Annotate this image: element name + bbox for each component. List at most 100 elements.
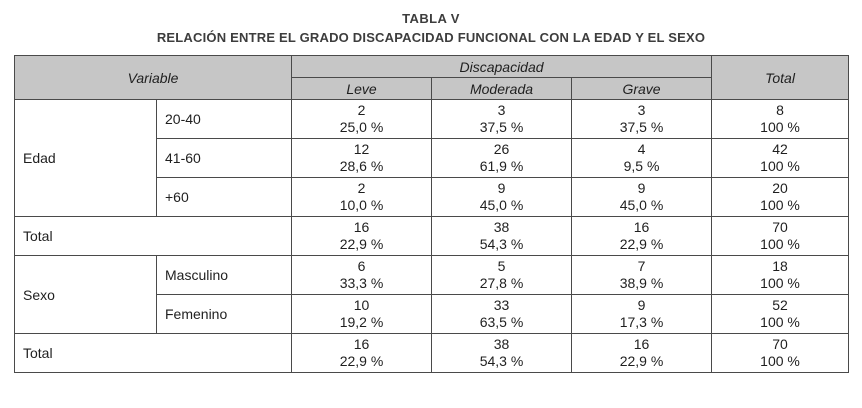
cell-percent: 37,5 % <box>479 119 524 135</box>
cell-leve: 10 19,2 % <box>291 294 433 334</box>
cell-count: 42 <box>772 141 788 157</box>
category-label-41-60: 41-60 <box>155 138 293 178</box>
data-table: Variable Discapacidad Total Leve Moderad… <box>13 55 850 373</box>
cell-count: 18 <box>772 258 788 274</box>
cell-percent: 45,0 % <box>479 197 524 213</box>
cell-total: 70 100 % <box>711 333 850 373</box>
cell-grave: 3 37,5 % <box>571 99 713 139</box>
cell-percent: 63,5 % <box>479 314 524 330</box>
cell-percent: 22,9 % <box>339 236 384 252</box>
cell-percent: 22,9 % <box>619 353 664 369</box>
category-label-masculino: Masculino <box>155 255 293 295</box>
cell-leve: 12 28,6 % <box>291 138 433 178</box>
cell-moderada: 3 37,5 % <box>431 99 573 139</box>
cell-count: 70 <box>772 336 788 352</box>
cell-percent: 17,3 % <box>619 314 664 330</box>
cell-count: 6 <box>357 258 366 274</box>
cell-moderada: 26 61,9 % <box>431 138 573 178</box>
cell-count: 10 <box>353 297 370 313</box>
cell-grave: 16 22,9 % <box>571 216 713 256</box>
cell-percent: 100 % <box>760 197 800 213</box>
cell-count: 38 <box>493 219 510 235</box>
cell-moderada: 5 27,8 % <box>431 255 573 295</box>
cell-percent: 100 % <box>760 314 800 330</box>
cell-count: 9 <box>637 180 646 196</box>
cell-percent: 22,9 % <box>619 236 664 252</box>
cell-percent: 19,2 % <box>339 314 384 330</box>
header-total: Total <box>711 55 850 100</box>
cell-percent: 9,5 % <box>623 158 660 174</box>
cell-grave: 16 22,9 % <box>571 333 713 373</box>
cell-leve: 16 22,9 % <box>291 216 433 256</box>
cell-total: 52 100 % <box>711 294 850 334</box>
cell-percent: 54,3 % <box>479 353 524 369</box>
cell-count: 16 <box>633 219 650 235</box>
cell-grave: 9 17,3 % <box>571 294 713 334</box>
header-row-2: Leve Moderada Grave <box>15 77 849 100</box>
table-row-total-edad: Total 16 22,9 % 38 54,3 % 16 22,9 % 70 1… <box>13 216 850 256</box>
cell-count: 16 <box>633 336 650 352</box>
cell-percent: 45,0 % <box>619 197 664 213</box>
header-moderada: Moderada <box>431 77 573 100</box>
page: TABLA V RELACIÓN ENTRE EL GRADO DISCAPAC… <box>13 11 850 373</box>
title-block: TABLA V RELACIÓN ENTRE EL GRADO DISCAPAC… <box>14 11 848 45</box>
cell-total: 42 100 % <box>711 138 850 178</box>
cell-total: 18 100 % <box>711 255 850 295</box>
cell-count: 4 <box>637 141 646 157</box>
cell-grave: 4 9,5 % <box>571 138 713 178</box>
cell-grave: 9 45,0 % <box>571 177 713 217</box>
cell-percent: 100 % <box>760 236 800 252</box>
cell-count: 5 <box>497 258 506 274</box>
table-subtitle: RELACIÓN ENTRE EL GRADO DISCAPACIDAD FUN… <box>156 30 706 45</box>
cell-total: 8 100 % <box>711 99 850 139</box>
group-label-edad: Edad <box>14 99 157 217</box>
table-number-title: TABLA V <box>402 11 460 26</box>
total-label: Total <box>13 216 293 256</box>
cell-count: 52 <box>772 297 788 313</box>
header-row-1: Variable Discapacidad Total <box>13 55 850 100</box>
category-label-20-40: 20-40 <box>155 99 293 139</box>
table-row-sexo-femenino: Femenino 10 19,2 % 33 63,5 % 9 17,3 % 52… <box>15 294 850 334</box>
cell-moderada: 38 54,3 % <box>431 216 573 256</box>
cell-count: 9 <box>497 180 506 196</box>
cell-percent: 54,3 % <box>479 236 524 252</box>
table-row-total-sexo: Total 16 22,9 % 38 54,3 % 16 22,9 % 70 1… <box>13 333 850 373</box>
cell-percent: 22,9 % <box>339 353 384 369</box>
category-label-femenino: Femenino <box>155 294 293 334</box>
total-label: Total <box>13 333 293 373</box>
header-discapacidad: Discapacidad <box>291 55 713 78</box>
cell-percent: 38,9 % <box>619 275 664 291</box>
header-variable: Variable <box>13 55 293 100</box>
cell-count: 70 <box>772 219 788 235</box>
cell-percent: 33,3 % <box>339 275 384 291</box>
cell-count: 20 <box>772 180 788 196</box>
cell-count: 16 <box>353 336 370 352</box>
cell-moderada: 38 54,3 % <box>431 333 573 373</box>
cell-count: 9 <box>637 297 646 313</box>
cell-count: 12 <box>353 141 370 157</box>
cell-count: 38 <box>493 336 510 352</box>
cell-percent: 28,6 % <box>339 158 384 174</box>
header-leve: Leve <box>291 77 433 100</box>
cell-total: 20 100 % <box>711 177 850 217</box>
table-row-edad-20-40: Edad 20-40 2 25,0 % 3 37,5 % 3 37,5 % 8 … <box>14 99 850 217</box>
cell-percent: 100 % <box>760 275 800 291</box>
table-header: Variable Discapacidad Total Leve Moderad… <box>13 55 850 100</box>
group-label-sexo: Sexo <box>14 255 157 334</box>
cell-moderada: 9 45,0 % <box>431 177 573 217</box>
cell-leve: 16 22,9 % <box>291 333 433 373</box>
header-grave: Grave <box>571 77 713 100</box>
table-row-sexo-masculino: Sexo Masculino 6 33,3 % 5 27,8 % 7 38,9 … <box>14 255 850 334</box>
cell-count: 26 <box>493 141 510 157</box>
cell-grave: 7 38,9 % <box>571 255 713 295</box>
cell-moderada: 33 63,5 % <box>431 294 573 334</box>
cell-leve: 2 25,0 % <box>291 99 433 139</box>
cell-percent: 25,0 % <box>339 119 384 135</box>
cell-leve: 6 33,3 % <box>291 255 433 295</box>
cell-percent: 100 % <box>760 119 800 135</box>
cell-percent: 10,0 % <box>339 197 384 213</box>
table-row-edad-41-60: 41-60 12 28,6 % 26 61,9 % 4 9,5 % 42 100… <box>15 138 850 178</box>
cell-count: 16 <box>353 219 370 235</box>
cell-percent: 37,5 % <box>619 119 664 135</box>
cell-percent: 100 % <box>760 158 800 174</box>
